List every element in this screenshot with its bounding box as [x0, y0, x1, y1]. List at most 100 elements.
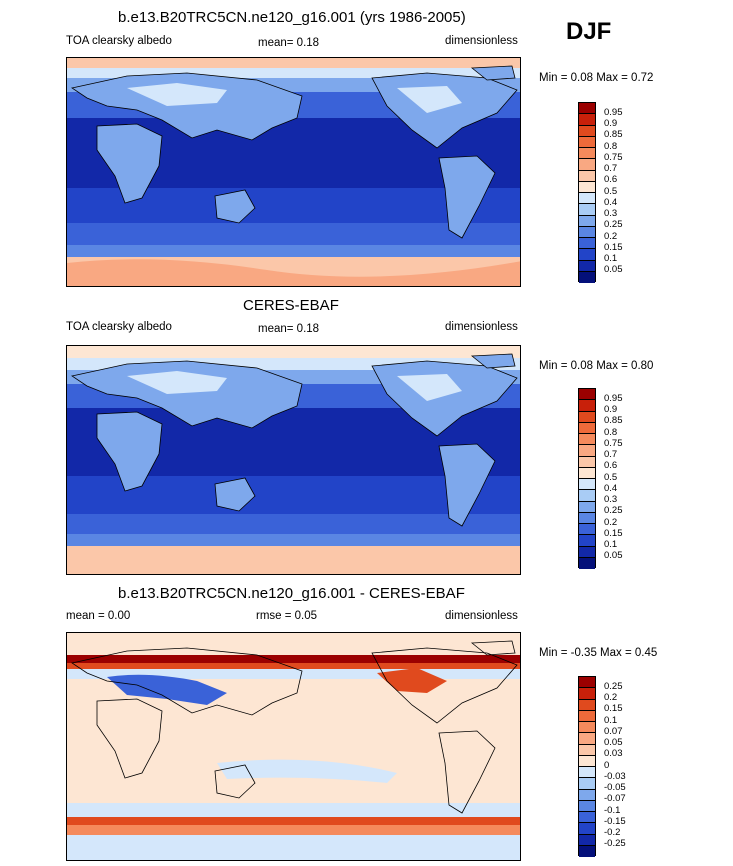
- colorbar-tick-label: 0.05: [604, 550, 623, 561]
- colorbar-swatch: [579, 204, 595, 216]
- colorbar-tick-label: 0.25: [604, 505, 623, 516]
- colorbar-tick-label: 0.15: [604, 242, 623, 253]
- colorbar-swatch: [579, 467, 595, 479]
- colorbar-tick-label: 0.15: [604, 528, 623, 539]
- colorbar-tick-label: 0.75: [604, 152, 623, 163]
- panel3-map-field: [67, 633, 520, 860]
- panel3-colorbar: [578, 676, 596, 857]
- panel3-minmax-label: Min = -0.35 Max = 0.45: [539, 647, 658, 659]
- panel2-title: CERES-EBAF: [243, 297, 339, 314]
- panel3-map: [66, 632, 521, 861]
- colorbar-tick-label: -0.07: [604, 793, 626, 804]
- colorbar-swatch: [579, 812, 595, 824]
- colorbar-tick-label: 0.15: [604, 703, 623, 714]
- colorbar-tick-label: 0.5: [604, 472, 618, 483]
- colorbar-swatch: [579, 524, 595, 536]
- colorbar-swatch: [579, 546, 595, 558]
- colorbar-swatch: [579, 512, 595, 524]
- panel1-variable-label: TOA clearsky albedo: [66, 35, 172, 47]
- colorbar-swatch: [579, 434, 595, 446]
- colorbar-swatch: [579, 778, 595, 790]
- panel1-mean-label: mean= 0.18: [258, 37, 320, 49]
- colorbar-swatch: [579, 125, 595, 137]
- colorbar-swatch: [579, 557, 595, 569]
- colorbar-tick-label: 0.95: [604, 107, 623, 118]
- panel3-title: b.e13.B20TRC5CN.ne120_g16.001 - CERES-EB…: [118, 585, 465, 602]
- colorbar-tick-label: -0.03: [604, 771, 626, 782]
- colorbar-swatch: [579, 834, 595, 846]
- colorbar-tick-label: 0.3: [604, 494, 618, 505]
- colorbar-tick-label: -0.25: [604, 838, 626, 849]
- colorbar-tick-label: 0.1: [604, 253, 618, 264]
- colorbar-swatch: [579, 400, 595, 412]
- colorbar-swatch: [579, 411, 595, 423]
- panel2-variable-label: TOA clearsky albedo: [66, 321, 172, 333]
- colorbar-swatch: [579, 114, 595, 126]
- colorbar-swatch: [579, 501, 595, 513]
- colorbar-swatch: [579, 445, 595, 457]
- colorbar-swatch: [579, 249, 595, 261]
- colorbar-swatch: [579, 479, 595, 491]
- colorbar-swatch: [579, 422, 595, 434]
- colorbar-swatch: [579, 755, 595, 767]
- colorbar-tick-label: 0.85: [604, 415, 623, 426]
- colorbar-tick-label: -0.15: [604, 816, 626, 827]
- colorbar-swatch: [579, 710, 595, 722]
- colorbar-tick-label: 0.8: [604, 427, 618, 438]
- panel1-map-field: [67, 58, 520, 286]
- colorbar-tick-label: 0.85: [604, 129, 623, 140]
- colorbar-swatch: [579, 181, 595, 193]
- colorbar-swatch: [579, 215, 595, 227]
- colorbar-tick-label: 0.9: [604, 404, 618, 415]
- colorbar-tick-label: 0.25: [604, 681, 623, 692]
- colorbar-tick-label: 0.1: [604, 539, 618, 550]
- colorbar-tick-label: 0.07: [604, 726, 623, 737]
- colorbar-tick-label: 0.3: [604, 208, 618, 219]
- colorbar-swatch: [579, 733, 595, 745]
- colorbar-swatch: [579, 260, 595, 272]
- colorbar-swatch: [579, 456, 595, 468]
- colorbar-swatch: [579, 535, 595, 547]
- colorbar-tick-label: 0.4: [604, 197, 618, 208]
- colorbar-swatch: [579, 845, 595, 857]
- colorbar-swatch: [579, 490, 595, 502]
- colorbar-swatch: [579, 389, 595, 401]
- colorbar-tick-label: 0.2: [604, 231, 618, 242]
- colorbar-tick-label: -0.2: [604, 827, 621, 838]
- panel1-title: b.e13.B20TRC5CN.ne120_g16.001 (yrs 1986-…: [118, 9, 466, 26]
- panel1-map: [66, 57, 521, 287]
- panel1-colorbar: [578, 102, 596, 283]
- colorbar-tick-label: -0.05: [604, 782, 626, 793]
- colorbar-tick-label: 0.95: [604, 393, 623, 404]
- panel2-mean-label: mean= 0.18: [258, 323, 320, 335]
- colorbar-tick-label: 0.8: [604, 141, 618, 152]
- colorbar-swatch: [579, 767, 595, 779]
- colorbar-swatch: [579, 159, 595, 171]
- colorbar-tick-label: -0.1: [604, 805, 621, 816]
- colorbar-swatch: [579, 800, 595, 812]
- colorbar-swatch: [579, 744, 595, 756]
- panel1-minmax-label: Min = 0.08 Max = 0.72: [539, 72, 654, 84]
- colorbar-tick-label: 0.05: [604, 737, 623, 748]
- colorbar-tick-label: 0.25: [604, 219, 623, 230]
- colorbar-swatch: [579, 789, 595, 801]
- colorbar-swatch: [579, 271, 595, 283]
- colorbar-tick-label: 0.6: [604, 460, 618, 471]
- panel1-units-label: dimensionless: [445, 35, 518, 47]
- colorbar-tick-label: 0.4: [604, 483, 618, 494]
- colorbar-swatch: [579, 193, 595, 205]
- colorbar-tick-label: 0.9: [604, 118, 618, 129]
- colorbar-swatch: [579, 238, 595, 250]
- colorbar-swatch: [579, 148, 595, 160]
- panel3-units-label: dimensionless: [445, 610, 518, 622]
- panel2-colorbar: [578, 388, 596, 569]
- panel2-map: [66, 345, 521, 575]
- colorbar-swatch: [579, 699, 595, 711]
- panel3-rmse-label: rmse = 0.05: [256, 610, 318, 622]
- colorbar-tick-label: 0.03: [604, 748, 623, 759]
- colorbar-swatch: [579, 677, 595, 689]
- panel3-mean-label: mean = 0.00: [66, 610, 131, 622]
- panel2-map-field: [67, 346, 520, 574]
- colorbar-tick-label: 0.75: [604, 438, 623, 449]
- colorbar-tick-label: 0.2: [604, 692, 618, 703]
